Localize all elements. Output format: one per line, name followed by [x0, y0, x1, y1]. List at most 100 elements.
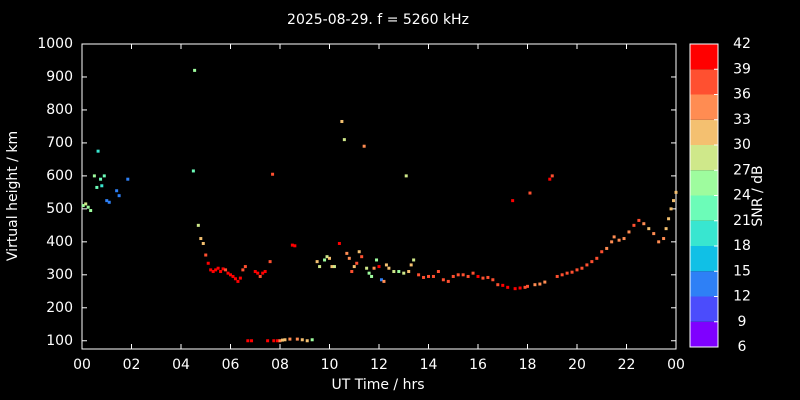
- colorbar-tick-label: 6: [738, 339, 747, 355]
- data-point: [246, 339, 250, 343]
- data-point: [224, 268, 228, 272]
- y-tick-label: 200: [46, 300, 73, 316]
- data-point: [211, 270, 215, 274]
- data-point: [402, 271, 406, 275]
- data-point: [622, 237, 626, 241]
- colorbar-tick-label: 33: [733, 112, 751, 128]
- data-point: [642, 222, 646, 226]
- y-tick-label: 600: [46, 168, 73, 184]
- data-point: [102, 174, 106, 178]
- colorbar-tick-label: 24: [733, 188, 751, 204]
- data-point: [350, 270, 354, 274]
- data-point: [667, 217, 671, 221]
- colorbar-band: [690, 69, 718, 95]
- data-point: [229, 273, 232, 277]
- data-point: [382, 279, 386, 283]
- data-point: [605, 246, 609, 250]
- data-point: [283, 338, 287, 342]
- colorbar-band: [690, 170, 718, 196]
- x-tick-label: 00: [667, 357, 685, 373]
- data-point: [115, 189, 119, 193]
- data-point: [256, 271, 260, 275]
- x-tick-label: 08: [271, 357, 289, 373]
- data-point: [417, 273, 421, 277]
- data-point: [617, 238, 621, 242]
- data-point: [612, 235, 616, 239]
- y-tick-label: 800: [46, 102, 73, 118]
- data-point: [318, 265, 322, 269]
- data-point: [600, 250, 604, 254]
- data-point: [328, 256, 331, 260]
- data-point: [199, 237, 203, 241]
- data-point: [496, 283, 500, 287]
- data-point: [669, 207, 673, 211]
- y-tick-label: 100: [46, 333, 73, 349]
- data-point: [340, 119, 344, 123]
- data-point: [637, 218, 641, 222]
- y-tick-label: 300: [46, 267, 73, 283]
- data-point: [100, 184, 104, 188]
- y-tick-label: 400: [46, 234, 73, 250]
- data-point: [365, 266, 369, 270]
- data-point: [392, 270, 396, 274]
- data-point: [647, 227, 651, 231]
- data-point: [652, 232, 656, 236]
- data-point: [204, 253, 208, 257]
- data-point: [261, 271, 265, 275]
- data-point: [330, 265, 334, 269]
- data-point: [575, 268, 579, 272]
- data-point: [236, 279, 240, 283]
- data-point: [375, 258, 379, 262]
- x-tick-label: 12: [370, 357, 388, 373]
- data-point: [310, 338, 314, 342]
- data-point: [92, 174, 96, 178]
- data-point: [441, 278, 445, 282]
- data-point: [471, 271, 475, 275]
- data-point: [258, 274, 262, 278]
- colorbar-band: [690, 145, 718, 171]
- data-point: [590, 260, 594, 264]
- data-point: [461, 273, 465, 277]
- data-point: [86, 205, 90, 209]
- data-point: [662, 237, 666, 241]
- data-point: [216, 266, 220, 270]
- data-point: [384, 263, 388, 267]
- data-point: [523, 285, 527, 289]
- data-point: [550, 174, 554, 178]
- x-tick-label: 14: [420, 357, 438, 373]
- data-point: [560, 273, 564, 277]
- data-point: [466, 274, 470, 278]
- colorbar-tick-label: 27: [733, 162, 751, 178]
- y-tick-label: 1000: [37, 36, 73, 52]
- colorbar-tick-label: 30: [733, 137, 751, 153]
- x-axis-label: UT Time / hrs: [331, 377, 424, 393]
- data-point: [422, 275, 426, 279]
- data-point: [548, 177, 552, 181]
- data-point: [347, 256, 351, 260]
- data-point: [99, 177, 103, 181]
- colorbar-tick-label: 18: [733, 238, 751, 254]
- colorbar-band: [690, 246, 718, 272]
- colorbar-band: [690, 321, 718, 347]
- colorbar-band: [690, 220, 718, 246]
- data-point: [476, 274, 480, 278]
- data-point: [193, 68, 197, 72]
- data-point: [81, 204, 85, 208]
- data-point: [407, 270, 411, 274]
- data-point: [253, 270, 257, 274]
- data-point: [219, 270, 223, 274]
- data-point: [431, 274, 435, 278]
- data-point: [446, 279, 450, 283]
- data-point: [191, 169, 195, 173]
- colorbar-band: [690, 119, 718, 145]
- data-point: [377, 265, 381, 269]
- data-point: [397, 270, 401, 274]
- data-point: [263, 270, 267, 274]
- data-point: [565, 271, 569, 275]
- data-point: [332, 265, 336, 269]
- data-point: [555, 274, 559, 278]
- data-point: [196, 223, 200, 227]
- data-point: [357, 250, 361, 254]
- data-point: [95, 185, 99, 189]
